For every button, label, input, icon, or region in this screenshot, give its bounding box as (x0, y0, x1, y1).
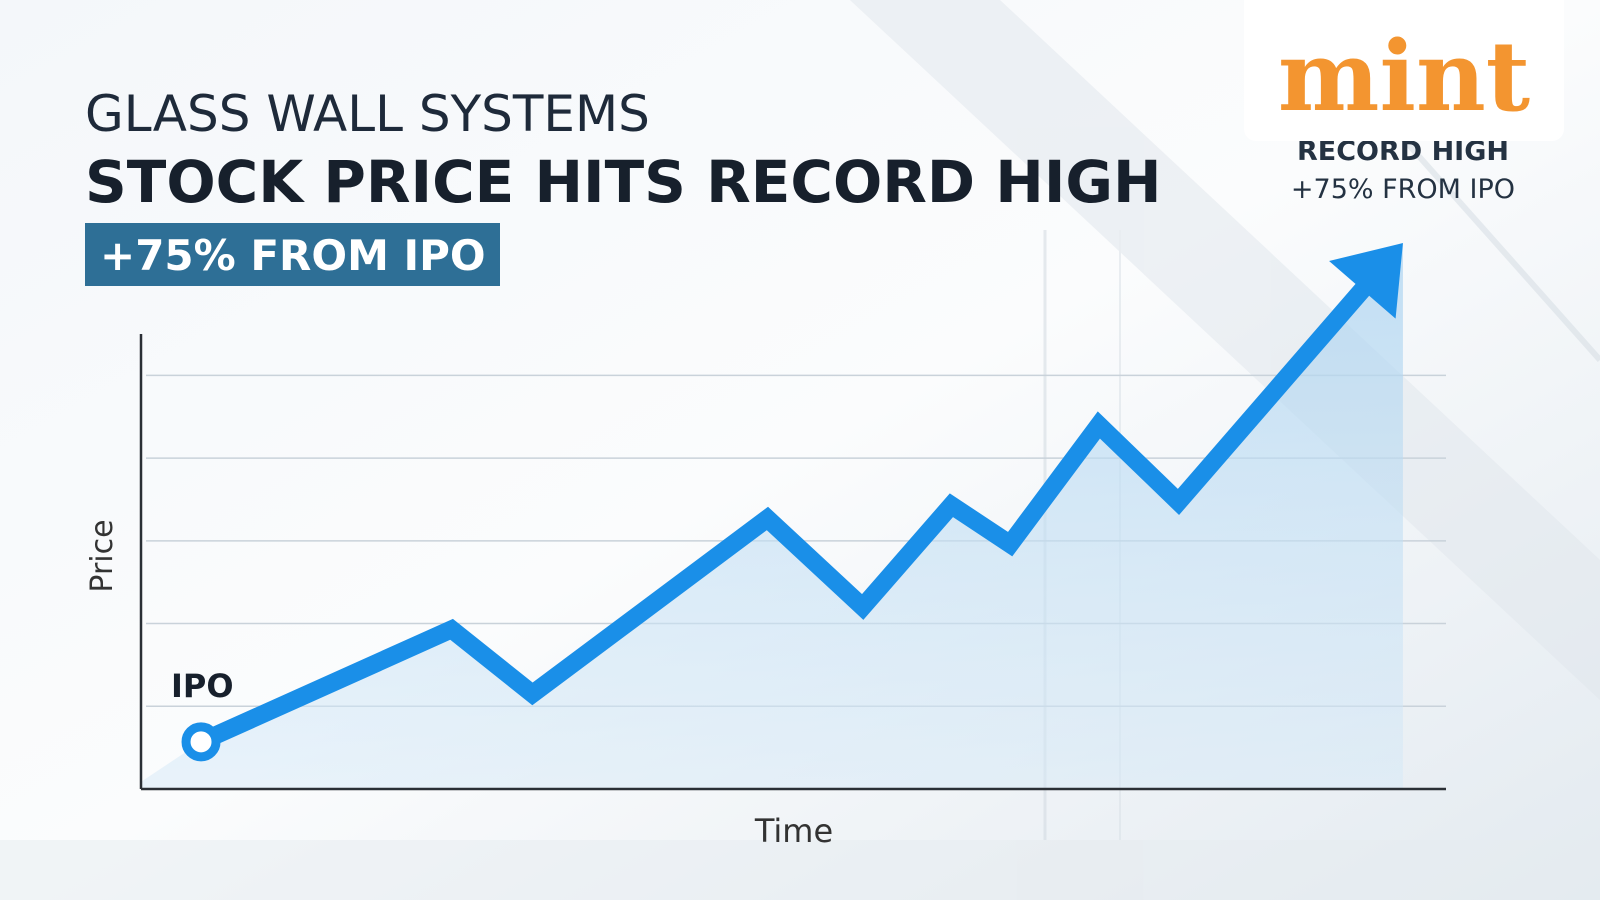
arrow-head (1329, 243, 1403, 319)
ipo-label: IPO (171, 667, 234, 705)
record-high-text: +75% FROM IPO (1291, 174, 1515, 205)
title: STOCK PRICE HITS RECORD HIGH (85, 148, 1162, 216)
area (141, 243, 1403, 789)
logo: mint (1278, 20, 1530, 133)
y-axis-label: Price (85, 519, 120, 592)
price-line (197, 237, 1410, 751)
supertitle: GLASS WALL SYSTEMS (85, 85, 650, 143)
badge-box (85, 223, 500, 286)
plot: IPO (139, 237, 1446, 791)
logo-box (1244, 0, 1564, 141)
x-axis-label: Time (754, 812, 833, 850)
record-high-title: RECORD HIGH (1297, 136, 1509, 167)
badge: +75% FROM IPO (100, 231, 486, 280)
ipo-marker (181, 722, 221, 762)
